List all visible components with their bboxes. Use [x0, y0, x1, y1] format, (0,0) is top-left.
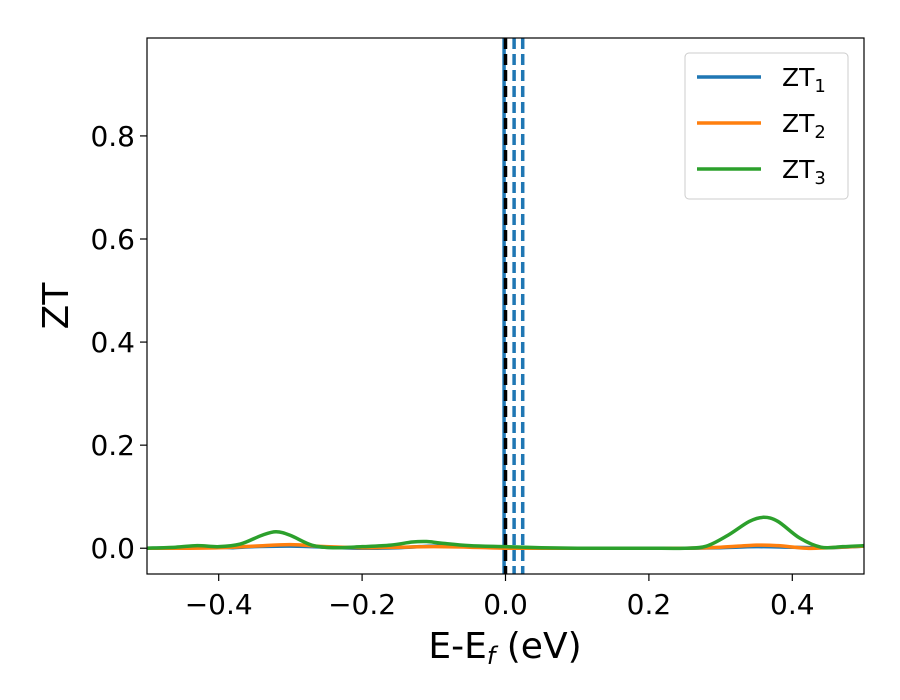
- y-tick-label: 0.6: [90, 223, 135, 256]
- x-tick-label: 0.4: [770, 588, 815, 621]
- series-layer: [146, 515, 865, 551]
- x-axis-label: E-Ef (eV): [428, 626, 581, 670]
- x-axis: −0.4 −0.2 0.0 0.2 0.4: [185, 574, 815, 621]
- series-line-3: [146, 515, 865, 551]
- legend-label-3: ZT3: [782, 155, 826, 189]
- y-tick-label: 0.8: [90, 120, 135, 153]
- y-tick-label: 0.0: [90, 532, 135, 565]
- x-tick-label: −0.2: [328, 588, 396, 621]
- x-tick-label: −0.4: [185, 588, 253, 621]
- y-tick-label: 0.4: [90, 326, 135, 359]
- y-axis-label: ZT: [36, 282, 77, 330]
- y-tick-label: 0.2: [90, 429, 135, 462]
- x-tick-label: 0.2: [627, 588, 672, 621]
- y-axis: 0.0 0.2 0.4 0.6 0.8: [90, 120, 147, 565]
- legend-box: [684, 52, 849, 200]
- reference-lines: [502, 38, 525, 574]
- legend-label-1: ZT1: [782, 63, 826, 97]
- legend: ZT1 ZT2 ZT3: [684, 52, 849, 200]
- x-tick-label: 0.0: [483, 588, 528, 621]
- legend-label-2: ZT2: [782, 109, 826, 143]
